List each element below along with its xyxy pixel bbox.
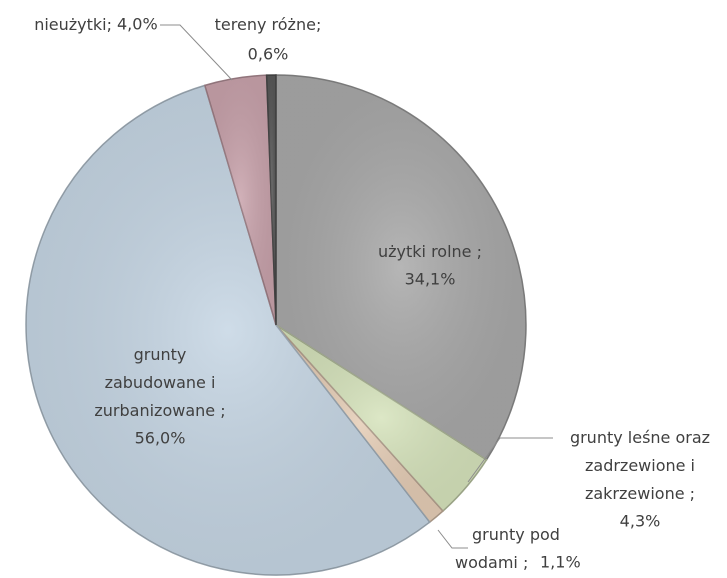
value-label: 34,1% bbox=[405, 270, 456, 289]
category-label: użytki rolne ; bbox=[378, 242, 482, 261]
label-line: tereny różne; bbox=[215, 15, 322, 34]
label-line: zadrzewione i bbox=[585, 456, 695, 475]
label-line: grunty pod bbox=[472, 525, 560, 544]
label-line: wodami ; bbox=[455, 553, 528, 572]
label-line: nieużytki; bbox=[34, 15, 112, 34]
pie bbox=[25, 74, 527, 576]
category-label: grunty leśne oraz zadrzewione i zakrzewion… bbox=[570, 428, 710, 503]
category-label: grunty zabudowane i zurbanizowane ; bbox=[94, 345, 225, 420]
category-label: nieużytki; bbox=[34, 15, 112, 34]
slice-shade bbox=[276, 325, 443, 523]
slice-shade bbox=[266, 75, 276, 325]
leader-line bbox=[467, 437, 553, 483]
category-label: tereny różne; bbox=[215, 15, 322, 34]
slice-shade bbox=[276, 75, 527, 460]
label-line: grunty bbox=[134, 345, 187, 364]
label-line: zakrzewione ; bbox=[585, 484, 695, 503]
label-line: grunty leśne oraz bbox=[570, 428, 710, 447]
slice-shade bbox=[276, 325, 487, 512]
labels: użytki rolne ; 34,1% grunty leśne oraz zadr… bbox=[34, 15, 710, 572]
label-line: zabudowane i bbox=[105, 373, 216, 392]
label-line: zurbanizowane ; bbox=[94, 401, 225, 420]
category-label: grunty pod wodami ; bbox=[455, 525, 560, 572]
leader-line bbox=[437, 529, 468, 549]
value-label: 56,0% bbox=[135, 429, 186, 448]
value-label: 4,3% bbox=[620, 512, 661, 531]
leader-line bbox=[160, 24, 233, 81]
slice-shade bbox=[26, 85, 430, 575]
value-label: 1,1% bbox=[540, 553, 581, 572]
slice-shade bbox=[204, 75, 276, 325]
value-label: 0,6% bbox=[248, 45, 289, 64]
label-line: użytki rolne ; bbox=[378, 242, 482, 261]
leader-lines bbox=[160, 24, 553, 549]
value-label: 4,0% bbox=[117, 15, 158, 34]
